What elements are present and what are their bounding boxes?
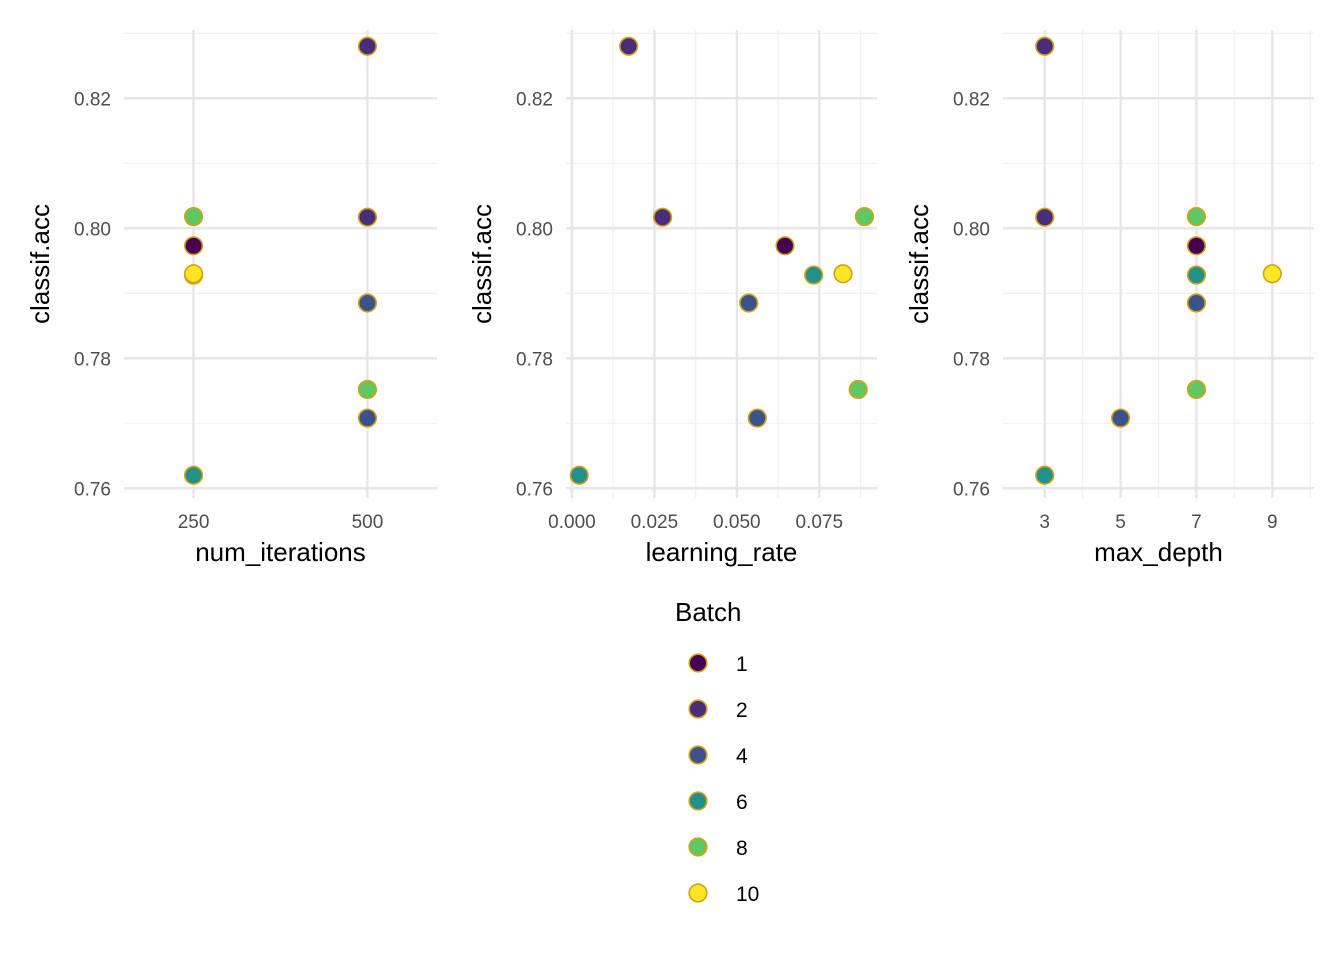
data-point [183, 206, 204, 227]
x-tick-label: 500 [352, 512, 384, 533]
data-point [833, 264, 853, 284]
legend-label: 1 [736, 653, 748, 676]
data-point [747, 408, 767, 428]
y-tick-label: 0.76 [516, 479, 553, 500]
legend-key [688, 653, 708, 673]
x-tick-label: 0.025 [631, 512, 679, 533]
x-tick-label: 250 [178, 512, 210, 533]
data-point [357, 36, 378, 56]
x-tick-label: 0.050 [713, 512, 761, 533]
legend-label: 8 [736, 837, 748, 860]
x-tick-label: 0.000 [548, 512, 596, 533]
panel-1: 0.76 0.78 0.80 0.82 250 500 num_iterations clas… [25, 30, 437, 567]
x-axis-title: max_depth [1094, 537, 1223, 567]
data-point [804, 265, 824, 285]
data-point [848, 379, 868, 400]
panel-2: 0.76 0.78 0.80 0.82 0.000 0.025 0.050 0.075 lear… [467, 30, 877, 567]
data-point [1035, 36, 1055, 56]
y-tick-label: 0.78 [74, 349, 111, 370]
panel-3: 0.76 0.78 0.80 0.82 3 5 7 9 max_depth classif.acc [904, 30, 1314, 567]
data-point [183, 465, 204, 485]
data-point [183, 236, 204, 256]
data-point [1186, 236, 1207, 256]
legend-key [688, 837, 708, 857]
data-point [357, 293, 378, 313]
data-point [1035, 207, 1055, 227]
data-point [619, 36, 639, 56]
y-tick-label: 0.80 [516, 219, 553, 240]
legend-label: 6 [736, 791, 748, 814]
y-axis-title: classif.acc [904, 204, 934, 324]
x-axis-title: learning_rate [646, 537, 798, 567]
legend-key [688, 745, 708, 765]
y-tick-label: 0.78 [516, 349, 553, 370]
data-point [1262, 264, 1282, 284]
legend-key [688, 883, 708, 903]
y-tick-label: 0.76 [953, 479, 990, 500]
legend-label: 10 [736, 883, 759, 906]
y-tick-label: 0.82 [953, 89, 990, 110]
data-point [1186, 206, 1207, 227]
data-point [1110, 408, 1131, 428]
data-point [1035, 465, 1055, 485]
data-point [1186, 265, 1207, 285]
data-point [854, 206, 875, 227]
legend-key [688, 699, 708, 719]
data-point [183, 264, 204, 284]
legend-label: 2 [736, 699, 748, 722]
x-tick-label: 9 [1267, 512, 1278, 533]
y-tick-label: 0.78 [953, 349, 990, 370]
data-point [357, 408, 378, 428]
data-point [569, 465, 589, 485]
y-tick-label: 0.76 [74, 479, 111, 500]
data-point [775, 236, 795, 256]
y-tick-label: 0.82 [74, 89, 111, 110]
x-tick-label: 5 [1115, 512, 1126, 533]
y-axis-title: classif.acc [25, 204, 55, 324]
data-point [357, 207, 378, 227]
x-tick-label: 0.075 [796, 512, 844, 533]
data-point [1186, 293, 1207, 313]
y-tick-label: 0.80 [74, 219, 111, 240]
legend-key [688, 791, 708, 811]
x-tick-label: 3 [1039, 512, 1050, 533]
data-point [739, 293, 759, 313]
y-tick-label: 0.80 [953, 219, 990, 240]
data-point [653, 207, 673, 227]
x-axis-title: num_iterations [195, 537, 366, 567]
x-tick-label: 7 [1191, 512, 1202, 533]
data-point [357, 379, 378, 400]
y-axis-title: classif.acc [467, 204, 497, 324]
legend: Batch 1 2 4 6 8 10 [675, 597, 759, 906]
legend-title: Batch [675, 597, 742, 627]
data-point [1186, 379, 1207, 400]
legend-label: 4 [736, 745, 748, 768]
y-tick-label: 0.82 [516, 89, 553, 110]
